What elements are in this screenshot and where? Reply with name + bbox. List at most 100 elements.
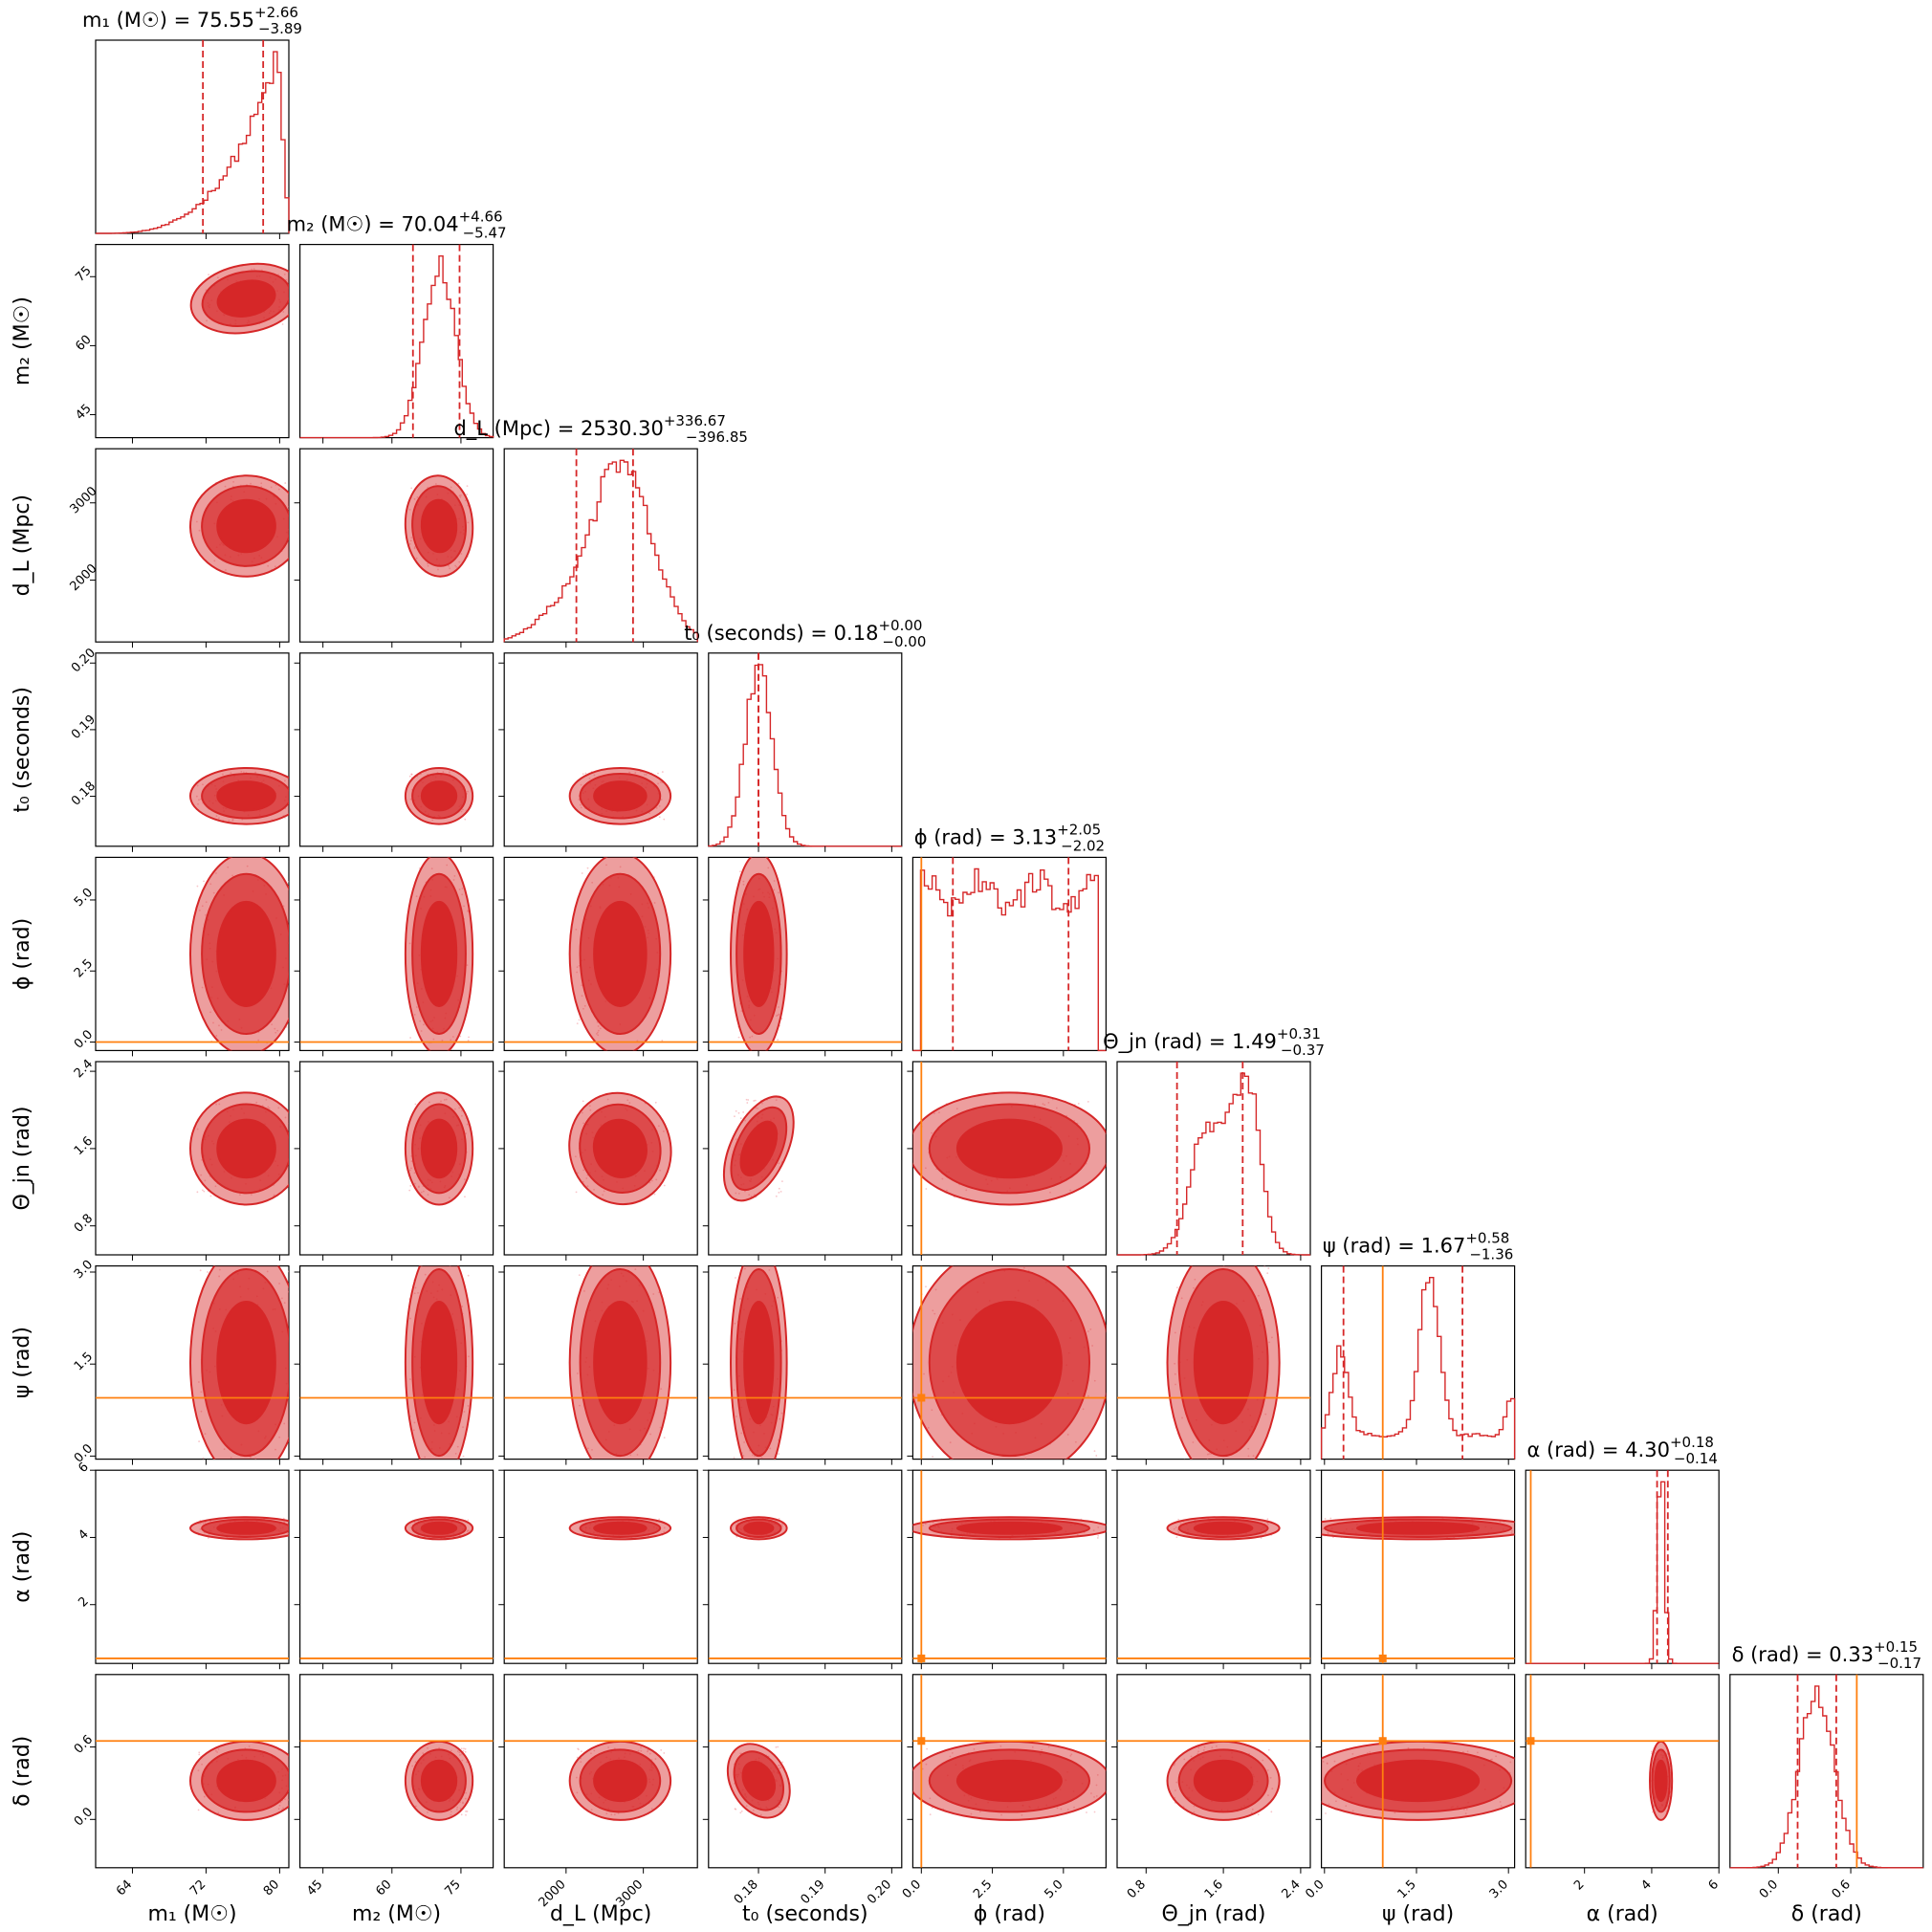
sample-point bbox=[254, 771, 257, 774]
sample-point bbox=[661, 1039, 664, 1042]
sample-point bbox=[1175, 1536, 1178, 1539]
hist-line bbox=[912, 867, 1107, 1052]
contour-3 bbox=[216, 1759, 276, 1803]
sample-point bbox=[929, 1797, 932, 1800]
sample-point bbox=[293, 771, 295, 773]
sample-point bbox=[1174, 1331, 1176, 1334]
sample-point bbox=[223, 1448, 226, 1451]
contour-3 bbox=[743, 1521, 775, 1535]
x-axis-label-phi: ϕ (rad) bbox=[974, 1902, 1045, 1926]
sample-point bbox=[581, 1750, 582, 1753]
sample-point bbox=[579, 803, 582, 806]
sample-point bbox=[289, 1273, 291, 1275]
sample-point bbox=[199, 1528, 202, 1530]
sample-point bbox=[637, 1749, 640, 1752]
x-tick-label: 0.0 bbox=[1303, 1877, 1327, 1901]
sample-point bbox=[1264, 1465, 1266, 1467]
sample-point bbox=[742, 880, 745, 883]
sample-point bbox=[1000, 1813, 1002, 1816]
sample-point bbox=[230, 1457, 232, 1459]
sample-point bbox=[427, 1811, 428, 1813]
sample-point bbox=[459, 1754, 461, 1756]
sample-point bbox=[652, 1293, 655, 1295]
sample-point bbox=[422, 1190, 425, 1193]
sample-point bbox=[295, 268, 296, 270]
panel-phi-vs-dL bbox=[498, 856, 698, 1057]
sample-point bbox=[605, 864, 607, 867]
sample-point bbox=[283, 273, 286, 275]
sample-point bbox=[283, 1422, 286, 1425]
y-tick-label: 2 bbox=[76, 1594, 91, 1610]
sample-point bbox=[468, 1355, 470, 1358]
sample-point bbox=[417, 1291, 419, 1294]
sample-point bbox=[408, 942, 411, 945]
sample-point bbox=[744, 1267, 746, 1270]
sample-point bbox=[653, 1193, 656, 1196]
panel-alpha-vs-t0 bbox=[702, 1469, 903, 1670]
sample-point bbox=[438, 1258, 440, 1260]
sample-point bbox=[1329, 1517, 1332, 1520]
sample-point bbox=[1407, 1746, 1410, 1749]
sample-point bbox=[773, 880, 776, 882]
sample-point bbox=[737, 1036, 740, 1039]
sample-point bbox=[1034, 1104, 1037, 1106]
sample-point bbox=[202, 1522, 205, 1525]
sample-point bbox=[628, 1102, 631, 1104]
sample-point bbox=[745, 1098, 748, 1101]
hist-line bbox=[503, 459, 698, 643]
sample-point bbox=[581, 995, 583, 998]
x-axis-label-dL: d_L (Mpc) bbox=[550, 1902, 651, 1926]
sample-point bbox=[414, 1103, 417, 1106]
panel-delta-vs-alpha: 2 4 6 bbox=[1520, 1674, 1722, 1893]
sample-point bbox=[760, 1457, 763, 1460]
sample-point bbox=[456, 1750, 459, 1752]
sample-point bbox=[650, 1179, 653, 1182]
sample-point bbox=[201, 1763, 203, 1766]
sample-point bbox=[1077, 1102, 1080, 1105]
sample-point bbox=[739, 1298, 741, 1300]
y-axis-label-m2: m₂ (M☉) bbox=[11, 296, 34, 385]
sample-point bbox=[448, 771, 450, 774]
sample-point bbox=[745, 1805, 748, 1808]
sample-point bbox=[597, 1031, 599, 1034]
sample-point bbox=[291, 805, 293, 807]
sample-point bbox=[778, 1013, 780, 1016]
contour-3 bbox=[420, 1521, 458, 1535]
sample-point bbox=[976, 1448, 978, 1451]
sample-point bbox=[420, 1191, 423, 1194]
sample-point bbox=[464, 818, 467, 821]
sample-point bbox=[654, 1101, 657, 1104]
sample-point bbox=[755, 1107, 757, 1109]
x-tick-label: 5.0 bbox=[1042, 1877, 1065, 1901]
sample-point bbox=[410, 487, 413, 490]
sample-point bbox=[622, 1463, 624, 1465]
sample-point bbox=[647, 1750, 648, 1753]
sample-point bbox=[267, 1106, 270, 1109]
sample-point bbox=[288, 505, 289, 508]
sample-point bbox=[207, 1271, 209, 1273]
sample-point bbox=[1090, 1792, 1092, 1794]
sample-point bbox=[932, 1456, 933, 1459]
sample-point bbox=[203, 1190, 206, 1193]
sample-point bbox=[467, 1405, 470, 1407]
sample-point bbox=[212, 891, 215, 894]
x-axis-label-psi: ψ (rad) bbox=[1382, 1902, 1454, 1926]
sample-point bbox=[466, 494, 468, 495]
y-axis-label-dL: d_L (Mpc) bbox=[11, 494, 34, 596]
sample-point bbox=[735, 1192, 737, 1195]
sample-point bbox=[1174, 1796, 1176, 1799]
sample-point bbox=[267, 564, 270, 567]
sample-point bbox=[231, 874, 233, 877]
contour-3 bbox=[1355, 1759, 1481, 1803]
sample-point bbox=[463, 905, 465, 908]
sample-point bbox=[932, 1263, 933, 1265]
sample-point bbox=[1328, 1803, 1330, 1806]
sample-point bbox=[290, 537, 292, 538]
sample-point bbox=[1206, 1453, 1209, 1456]
sample-point bbox=[221, 1460, 223, 1462]
sample-point bbox=[449, 567, 451, 570]
x-tick-label: 0.0 bbox=[900, 1877, 924, 1901]
sample-point bbox=[583, 1004, 586, 1007]
sample-point bbox=[466, 1258, 468, 1260]
sample-point bbox=[603, 1190, 605, 1193]
